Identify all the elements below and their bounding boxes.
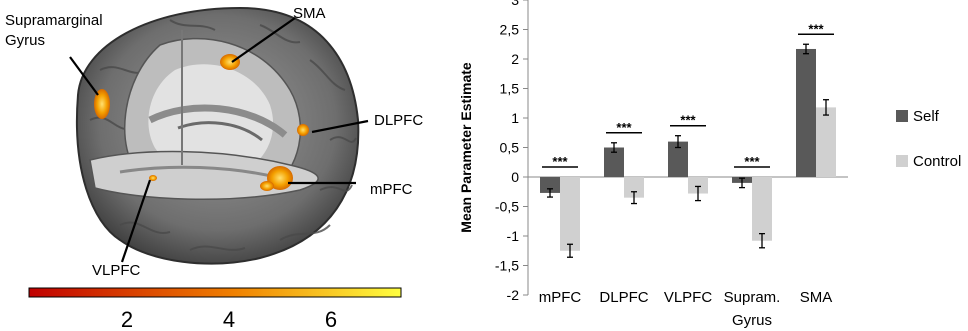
brain-panel: Supramarginal Gyrus SMA DLPFC mPFC VLPFC… — [5, 5, 423, 331]
y-tick-label: 1,5 — [500, 81, 520, 97]
error-bars — [547, 43, 829, 258]
x-tick-label: DLPFC — [599, 289, 648, 306]
y-tick-label: -1,5 — [495, 258, 519, 274]
legend-swatch-self — [896, 110, 908, 122]
label-supramarginal-line1: Supramarginal — [5, 12, 103, 29]
bar-control-0 — [560, 177, 580, 251]
x-tick-label: VLPFC — [664, 289, 713, 306]
bar-control-2 — [688, 177, 708, 194]
x-tick-label: mPFC — [539, 289, 582, 306]
bar-chart: Mean Parameter Estimate -2 -1,5 -1 -0,5 0 0,5… — [458, 0, 961, 329]
y-tick-label: 0 — [511, 169, 519, 185]
y-tick-label: 3 — [511, 0, 519, 8]
y-tick-label: 2 — [511, 51, 519, 67]
significance-label: *** — [616, 120, 632, 135]
colorbar-tick-0: 2 — [121, 307, 133, 331]
significance-label: *** — [552, 154, 568, 169]
bar-control-1 — [624, 177, 644, 198]
legend: Self Control — [896, 108, 961, 170]
y-tick-label: 0,5 — [500, 140, 520, 156]
colorbar-tick-1: 4 — [223, 307, 235, 331]
significance-label: *** — [744, 154, 760, 169]
label-vlpfc: VLPFC — [92, 262, 141, 279]
y-ticks: -2 -1,5 -1 -0,5 0 0,5 1 1,5 2 2,5 3 — [495, 0, 848, 303]
label-dlpfc: DLPFC — [374, 112, 423, 129]
bar-control-4 — [816, 107, 836, 177]
region-pointers — [69, 17, 369, 263]
brain-image — [76, 6, 360, 265]
bar-self-1 — [604, 147, 624, 177]
x-tick-label: SMA — [800, 289, 833, 306]
legend-swatch-control — [896, 155, 908, 167]
bar-self-4 — [796, 48, 816, 177]
significance-markers: *** *** *** *** *** — [542, 21, 834, 169]
significance-label: *** — [808, 21, 824, 36]
colorbar-tick-2: 6 — [325, 307, 337, 331]
x-tick-label: Supram. — [724, 289, 781, 306]
y-tick-label: -2 — [507, 287, 520, 303]
y-axis-label: Mean Parameter Estimate — [458, 62, 474, 233]
y-tick-label: 2,5 — [500, 22, 520, 38]
y-tick-label: 1 — [511, 110, 519, 126]
bars — [540, 48, 836, 251]
y-tick-label: -0,5 — [495, 199, 519, 215]
y-tick-label: -1 — [507, 228, 520, 244]
x-tick-label: Gyrus — [732, 312, 772, 329]
bar-self-2 — [668, 141, 688, 177]
bar-control-3 — [752, 177, 772, 241]
x-tick-labels: mPFC DLPFC VLPFC Supram. Gyrus SMA — [539, 289, 833, 329]
bar-self-0 — [540, 177, 560, 193]
label-sma: SMA — [293, 5, 326, 22]
legend-label-control: Control — [913, 153, 961, 170]
colorbar: 2 4 6 — [28, 287, 402, 331]
label-mpfc: mPFC — [370, 181, 413, 198]
legend-label-self: Self — [913, 108, 940, 125]
significance-label: *** — [680, 113, 696, 128]
label-supramarginal-line2: Gyrus — [5, 32, 45, 49]
